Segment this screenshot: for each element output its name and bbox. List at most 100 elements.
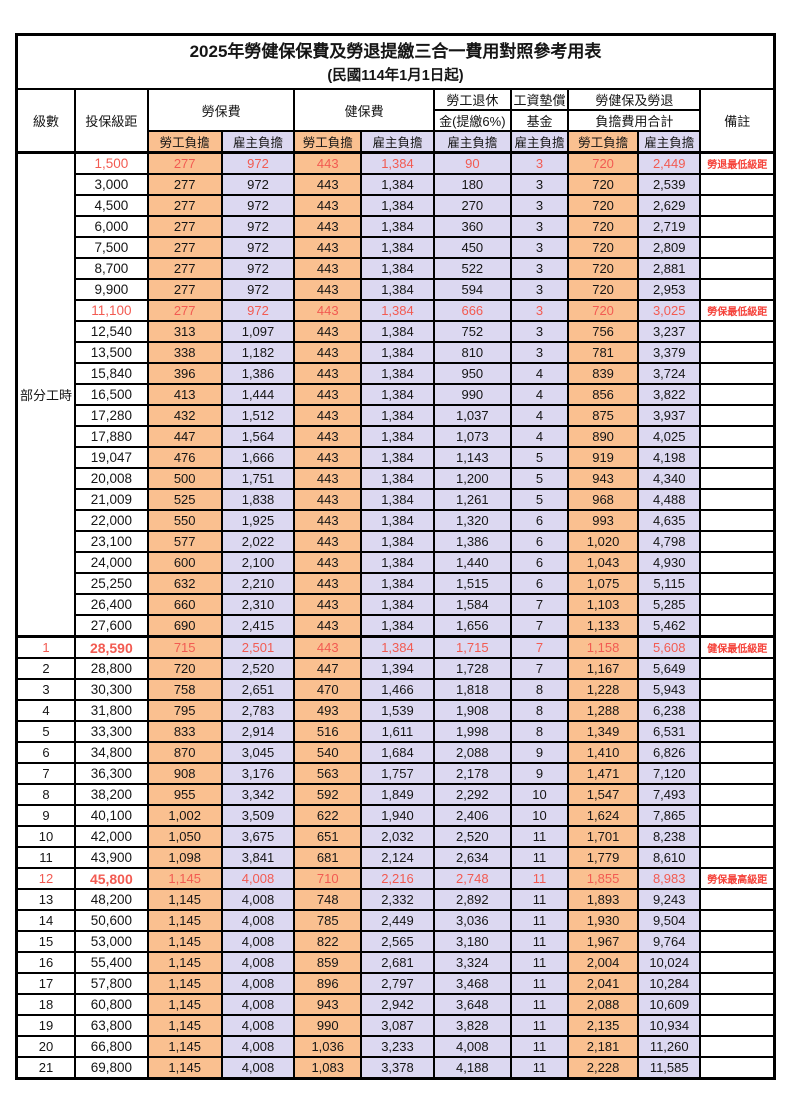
- remark-cell: [699, 488, 776, 511]
- value-cell: 5,943: [636, 678, 702, 701]
- remark-cell: [699, 215, 776, 238]
- value-cell: 833: [146, 720, 223, 743]
- value-cell: 720: [567, 299, 639, 322]
- level-cell: 3: [15, 678, 76, 701]
- subheader-total-employee: 勞工負擔: [567, 130, 639, 154]
- value-cell: 1,228: [567, 678, 639, 701]
- value-cell: 5,115: [636, 572, 702, 595]
- value-cell: 443: [293, 530, 363, 553]
- remark-cell: [699, 1035, 776, 1058]
- value-cell: 563: [293, 762, 363, 785]
- value-cell: 3: [509, 299, 570, 322]
- value-cell: 3: [509, 257, 570, 280]
- value-cell: 950: [432, 362, 512, 385]
- value-cell: 3,025: [636, 299, 702, 322]
- level-cell: 13: [15, 888, 76, 911]
- col-header-total-line1: 勞健保及勞退: [567, 88, 702, 111]
- value-cell: 7,865: [636, 804, 702, 827]
- value-cell: 1,818: [432, 678, 512, 701]
- bracket-cell: 20,008: [73, 467, 149, 490]
- value-cell: 1,666: [220, 446, 296, 469]
- value-cell: 450: [432, 236, 512, 259]
- table-row: 22,000 550 1,925 443 1,384 1,320 6 993 4,635: [17, 509, 776, 532]
- value-cell: 3,237: [636, 320, 702, 343]
- value-cell: 443: [293, 614, 363, 638]
- value-cell: 1,410: [567, 741, 639, 764]
- value-cell: 2,449: [636, 151, 702, 175]
- value-cell: 443: [293, 467, 363, 490]
- value-cell: 2,332: [360, 888, 435, 911]
- table-row: 8,700 277 972 443 1,384 522 3 720 2,881: [17, 257, 776, 280]
- table-row: 15 53,000 1,145 4,008 822 2,565 3,180 11 1,967 9,…: [15, 930, 776, 953]
- value-cell: 720: [567, 173, 639, 196]
- table-row: 19,047 476 1,666 443 1,384 1,143 5 919 4,198: [17, 446, 776, 469]
- value-cell: 1,925: [220, 509, 296, 532]
- remark-cell: [699, 509, 776, 532]
- title-block: 2025年勞健保保費及勞退提繳三合一費用對照參考用表 (民國114年1月1日起): [15, 33, 776, 90]
- value-cell: 3,937: [636, 404, 702, 427]
- value-cell: 594: [432, 278, 512, 301]
- value-cell: 1,349: [567, 720, 639, 743]
- value-cell: 4,008: [220, 909, 296, 932]
- value-cell: 432: [146, 404, 223, 427]
- value-cell: 443: [293, 383, 363, 406]
- bracket-cell: 19,047: [73, 446, 149, 469]
- page-title: 2025年勞健保保費及勞退提繳三合一費用對照參考用表: [189, 41, 602, 61]
- value-cell: 3,180: [432, 930, 512, 953]
- bracket-cell: 8,700: [73, 257, 149, 280]
- value-cell: 4,008: [220, 1014, 296, 1037]
- value-cell: 443: [293, 404, 363, 427]
- remark-cell: [699, 320, 776, 343]
- value-cell: 6,238: [636, 699, 702, 722]
- value-cell: 4,635: [636, 509, 702, 532]
- value-cell: 2,719: [636, 215, 702, 238]
- remark-cell: [699, 783, 776, 806]
- level-cell: 18: [15, 993, 76, 1016]
- bracket-cell: 1,500: [73, 151, 149, 175]
- value-cell: 1,384: [360, 383, 435, 406]
- value-cell: 1,384: [360, 299, 435, 322]
- value-cell: 1,384: [360, 635, 435, 659]
- value-cell: 1,103: [567, 593, 639, 616]
- value-cell: 1,384: [360, 173, 435, 196]
- subheader-total-employer: 雇主負擔: [636, 130, 702, 154]
- value-cell: 2,022: [220, 530, 296, 553]
- value-cell: 1,751: [220, 467, 296, 490]
- value-cell: 516: [293, 720, 363, 743]
- subheader-health-employee: 勞工負擔: [293, 130, 363, 154]
- value-cell: 5: [509, 488, 570, 511]
- value-cell: 11: [509, 825, 570, 848]
- reference-sheet: 2025年勞健保保費及勞退提繳三合一費用對照參考用表 (民國114年1月1日起)…: [15, 33, 776, 1080]
- value-cell: 11: [509, 867, 570, 890]
- value-cell: 2,004: [567, 951, 639, 974]
- remark-cell: [699, 593, 776, 616]
- level-cell: 21: [15, 1056, 76, 1080]
- value-cell: 1,073: [432, 425, 512, 448]
- value-cell: 3: [509, 278, 570, 301]
- bracket-cell: 45,800: [73, 867, 149, 890]
- value-cell: 710: [293, 867, 363, 890]
- value-cell: 1,611: [360, 720, 435, 743]
- value-cell: 443: [293, 236, 363, 259]
- value-cell: 2,501: [220, 635, 296, 659]
- value-cell: 1,440: [432, 551, 512, 574]
- value-cell: 443: [293, 215, 363, 238]
- value-cell: 781: [567, 341, 639, 364]
- table-row: 20 66,800 1,145 4,008 1,036 3,233 4,008 11 2,181…: [15, 1035, 776, 1058]
- bracket-cell: 6,000: [73, 215, 149, 238]
- value-cell: 3,841: [220, 846, 296, 869]
- remark-cell: [699, 173, 776, 196]
- value-cell: 8: [509, 720, 570, 743]
- value-cell: 3,648: [432, 993, 512, 1016]
- value-cell: 3,509: [220, 804, 296, 827]
- value-cell: 2,178: [432, 762, 512, 785]
- table-row: 4,500 277 972 443 1,384 270 3 720 2,629: [17, 194, 776, 217]
- value-cell: 990: [432, 383, 512, 406]
- value-cell: 2,210: [220, 572, 296, 595]
- table-row: 15,840 396 1,386 443 1,384 950 4 839 3,724: [17, 362, 776, 385]
- remark-cell: [699, 951, 776, 974]
- table-row: 27,600 690 2,415 443 1,384 1,656 7 1,133 5,462: [17, 614, 776, 638]
- value-cell: 2,681: [360, 951, 435, 974]
- value-cell: 1,384: [360, 404, 435, 427]
- value-cell: 11: [509, 1056, 570, 1080]
